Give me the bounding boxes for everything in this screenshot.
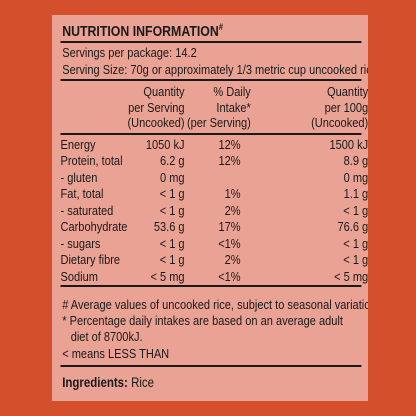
- header-cell: (Uncooked): [127, 115, 185, 130]
- row-value: 2%: [224, 252, 241, 267]
- row-value: 12%: [218, 153, 241, 168]
- serving-size: Serving Size: 70g or approximately 1/3 m…: [62, 62, 368, 77]
- row-value: 1500 kJ: [329, 136, 368, 152]
- footnote: < means LESS THAN: [62, 346, 170, 361]
- row-value: 1.1 g: [343, 186, 368, 201]
- header-row: per Serving Intake* per 100g: [61, 99, 368, 116]
- row-value: 17%: [218, 219, 241, 234]
- row-value: <1%: [218, 268, 241, 284]
- header-cell: (Uncooked): [311, 115, 368, 130]
- table-row: Sodium < 5 mg <1% < 5 mg: [61, 269, 369, 286]
- table-row: - saturated < 1 g 2% < 1 g: [61, 203, 369, 220]
- header-cell: [61, 100, 128, 116]
- row-value: < 1 g: [159, 252, 185, 267]
- row-value: [185, 170, 251, 187]
- rule: [60, 285, 362, 287]
- header-cell: Quantity: [143, 84, 185, 99]
- table-row: Fat, total < 1 g 1% 1.1 g: [61, 186, 369, 203]
- header-cell: % Daily: [213, 84, 251, 99]
- rule: [60, 365, 362, 367]
- row-value: 2%: [224, 202, 241, 218]
- row-value: 6.2 g: [160, 153, 185, 168]
- table-row: Protein, total 6.2 g 12% 8.9 g: [61, 153, 369, 170]
- row-label: Fat, total: [60, 186, 104, 201]
- row-label: - saturated: [60, 202, 114, 218]
- row-label: Carbohydrate: [60, 219, 128, 234]
- servings: Servings per package: 14.2: [62, 45, 197, 60]
- title-mark: #: [218, 22, 224, 32]
- row-value: < 5 mg: [150, 268, 185, 284]
- row-value: < 1 g: [159, 186, 185, 201]
- row-label: Sodium: [60, 268, 98, 284]
- row-value: 76.6 g: [337, 219, 368, 234]
- row-value: 0 mg: [160, 169, 185, 185]
- rule: [60, 41, 362, 43]
- row-value: < 1 g: [343, 202, 368, 218]
- row-value: 0 mg: [343, 169, 368, 185]
- header-row: Quantity % Daily Quantity: [61, 84, 368, 100]
- header-cell: [61, 115, 128, 131]
- header-cell: per Serving: [128, 99, 185, 115]
- row-value: 12%: [218, 136, 241, 152]
- header-cell: Intake*: [216, 99, 251, 115]
- row-value: 8.9 g: [343, 153, 368, 168]
- row-value: 1050 kJ: [145, 136, 185, 152]
- row-value: 1%: [224, 186, 241, 201]
- row-label: - sugars: [60, 235, 101, 251]
- row-value: < 1 g: [343, 235, 368, 251]
- title: NUTRITION INFORMATION#: [62, 22, 223, 40]
- ingredients: Ingredients: Rice: [62, 375, 154, 390]
- table-row: - sugars < 1 g <1% < 1 g: [61, 236, 369, 253]
- row-value: 53.6 g: [153, 219, 185, 234]
- row-value: <1%: [218, 235, 241, 251]
- rule: [60, 79, 362, 81]
- row-label: - gluten: [60, 169, 98, 185]
- ingredients-label: Ingredients:: [62, 375, 128, 390]
- row-value: < 1 g: [159, 235, 185, 251]
- header-cell: per 100g: [324, 99, 368, 115]
- ingredients-value: Rice: [131, 375, 155, 390]
- rule: [60, 133, 362, 135]
- footnote: diet of 8700kJ.: [70, 329, 143, 344]
- header-cell: Quantity: [327, 84, 368, 99]
- header-row: (Uncooked) (per Serving) (Uncooked): [61, 115, 368, 131]
- table-row: Carbohydrate 53.6 g 17% 76.6 g: [61, 219, 369, 236]
- footnote: # Average values of uncooked rice, subje…: [62, 297, 368, 312]
- table-row: - gluten 0 mg 0 mg: [61, 170, 369, 187]
- row-label: Energy: [60, 136, 96, 152]
- row-value: < 1 g: [343, 252, 368, 267]
- title-text: NUTRITION INFORMATION: [62, 23, 219, 40]
- table-row: Energy 1050 kJ 12% 1500 kJ: [61, 137, 369, 154]
- row-label: Protein, total: [60, 153, 123, 168]
- row-label: Dietary fibre: [60, 252, 121, 267]
- row-value: < 1 g: [159, 202, 185, 218]
- footnote: * Percentage daily intakes are based on …: [62, 313, 343, 328]
- table-row: Dietary fibre < 1 g 2% < 1 g: [61, 252, 369, 269]
- nutrition-panel: NUTRITION INFORMATION# Servings per pack…: [52, 15, 368, 401]
- header-cell: (per Serving): [186, 115, 251, 130]
- nutrition-table: Quantity% Daily Quantity per Serving Intake…: [61, 84, 369, 285]
- header-cell: [61, 84, 128, 100]
- row-value: < 5 mg: [334, 268, 368, 284]
